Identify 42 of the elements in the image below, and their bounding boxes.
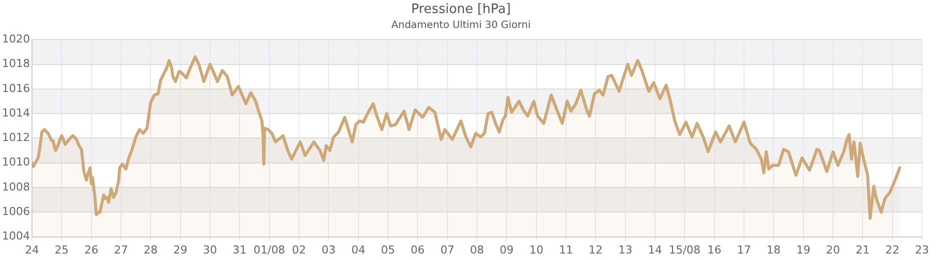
x-tick-label: 28 <box>144 243 158 256</box>
x-tick-label: 25 <box>54 243 69 256</box>
x-tick-label: 31 <box>232 243 247 256</box>
x-tick-label: 02 <box>292 243 306 256</box>
y-tick-label: 1014 <box>2 106 30 120</box>
y-tick-label: 1012 <box>2 131 30 144</box>
y-tick-label: 1018 <box>2 57 30 70</box>
x-tick-label: 18 <box>766 243 781 256</box>
y-tick-label: 1006 <box>2 205 30 218</box>
y-tick-label: 1016 <box>2 82 30 95</box>
x-tick-label: 19 <box>796 243 810 256</box>
y-tick-label: 1004 <box>2 230 30 243</box>
x-tick-label: 11 <box>559 243 573 256</box>
x-tick-label: 10 <box>529 243 544 256</box>
chart-subtitle: Andamento Ultimi 30 Giorni <box>391 20 531 32</box>
y-tick-label: 1008 <box>2 180 30 194</box>
x-tick-label: 01/08 <box>253 243 286 256</box>
x-tick-label: 30 <box>202 243 217 256</box>
x-tick-label: 08 <box>470 243 484 256</box>
x-tick-label: 12 <box>588 243 603 256</box>
x-tick-label: 07 <box>440 243 454 256</box>
x-tick-label: 29 <box>173 243 188 256</box>
x-tick-label: 27 <box>114 243 128 256</box>
x-tick-label: 13 <box>618 243 632 256</box>
chart-title: Pressione [hPa] <box>411 2 511 18</box>
x-tick-label: 20 <box>826 243 840 256</box>
y-tick-label: 1020 <box>2 32 30 46</box>
x-tick-label: 21 <box>856 243 870 256</box>
x-tick-label: 26 <box>84 243 98 256</box>
x-tick-label: 14 <box>648 243 662 256</box>
y-tick-label: 1010 <box>2 156 30 169</box>
x-tick-label: 05 <box>380 243 395 256</box>
x-tick-label: 04 <box>351 243 366 256</box>
x-tick-label: 24 <box>24 243 39 256</box>
x-tick-label: 15/08 <box>668 243 701 256</box>
x-tick-label: 06 <box>410 243 425 256</box>
x-tick-label: 03 <box>322 243 336 256</box>
x-tick-label: 09 <box>500 243 514 256</box>
x-tick-label: 17 <box>737 243 751 256</box>
x-tick-label: 22 <box>885 243 900 256</box>
x-tick-label: 16 <box>707 243 722 256</box>
x-tick-label: 23 <box>915 243 929 256</box>
